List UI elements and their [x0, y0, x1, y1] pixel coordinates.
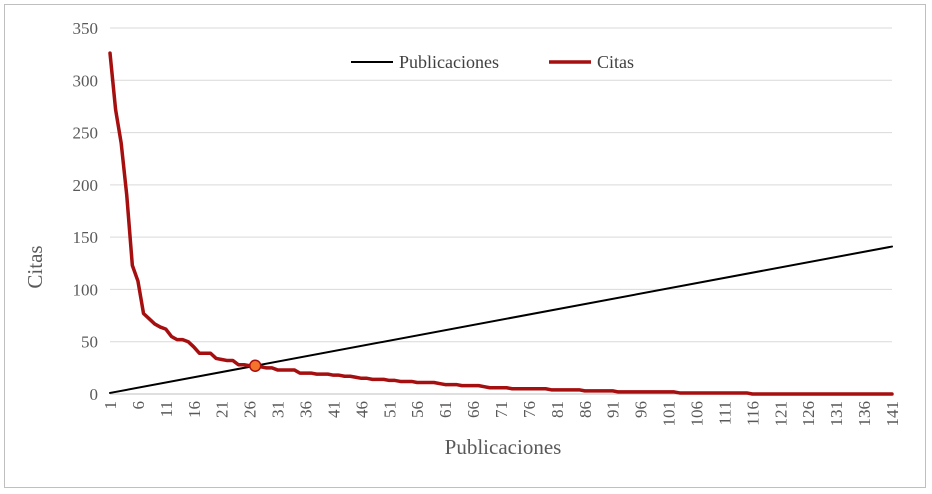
x-tick-label: 86 [576, 401, 595, 418]
x-tick-label: 36 [297, 401, 316, 418]
x-tick-label: 71 [492, 401, 511, 418]
x-tick-label: 126 [799, 401, 818, 427]
x-tick-label: 1 [101, 401, 120, 410]
y-tick-label: 50 [81, 333, 98, 352]
y-tick-label: 350 [73, 19, 99, 38]
y-tick-label: 0 [90, 385, 99, 404]
x-tick-label: 111 [715, 401, 734, 425]
x-tick-label: 131 [827, 401, 846, 427]
y-tick-label: 300 [73, 71, 99, 90]
x-tick-label: 31 [269, 401, 288, 418]
x-tick-label: 81 [548, 401, 567, 418]
y-tick-label: 250 [73, 124, 99, 143]
x-tick-label: 21 [213, 401, 232, 418]
y-axis-ticks: 0 50 100 150 200 250 300 350 [73, 19, 99, 404]
x-axis-title: Publicaciones [445, 435, 562, 459]
grid-lines [110, 27, 892, 395]
x-tick-label: 91 [604, 401, 623, 418]
x-tick-label: 96 [632, 401, 651, 418]
intersection-marker [248, 359, 262, 373]
x-tick-label: 76 [520, 401, 539, 418]
point-markers [248, 359, 262, 373]
x-tick-label: 61 [436, 401, 455, 418]
chart-frame: 0 50 100 150 200 250 300 350 1 6 11 16 21 26 31 36 41 46… [4, 4, 926, 488]
y-tick-label: 200 [73, 176, 99, 195]
x-tick-label: 116 [743, 401, 762, 426]
series-line-publicaciones [109, 245, 893, 394]
y-axis-title: Citas [23, 245, 47, 288]
x-tick-label: 101 [660, 401, 679, 427]
y-tick-label: 150 [73, 228, 99, 247]
x-tick-label: 121 [771, 401, 790, 427]
x-tick-label: 106 [688, 401, 707, 427]
x-tick-label: 26 [241, 401, 260, 418]
series-lines [108, 51, 894, 396]
legend-label-citas: Citas [597, 52, 634, 72]
x-tick-label: 141 [883, 401, 902, 427]
x-tick-label: 11 [157, 401, 176, 417]
x-tick-label: 136 [855, 401, 874, 427]
x-tick-label: 16 [185, 401, 204, 418]
x-tick-label: 41 [324, 401, 343, 418]
x-tick-label: 6 [129, 401, 148, 410]
series-line-citas [108, 51, 894, 396]
y-tick-label: 100 [73, 280, 99, 299]
x-tick-label: 51 [380, 401, 399, 418]
x-axis-ticks: 1 6 11 16 21 26 31 36 41 46 51 56 61 66 71 76 81 86 91 96 10… [101, 401, 902, 427]
legend-label-publicaciones: Publicaciones [399, 52, 499, 72]
x-tick-label: 46 [352, 401, 371, 418]
x-tick-label: 56 [408, 401, 427, 418]
x-tick-label: 66 [464, 401, 483, 418]
legend: Publicaciones Citas [351, 52, 634, 72]
